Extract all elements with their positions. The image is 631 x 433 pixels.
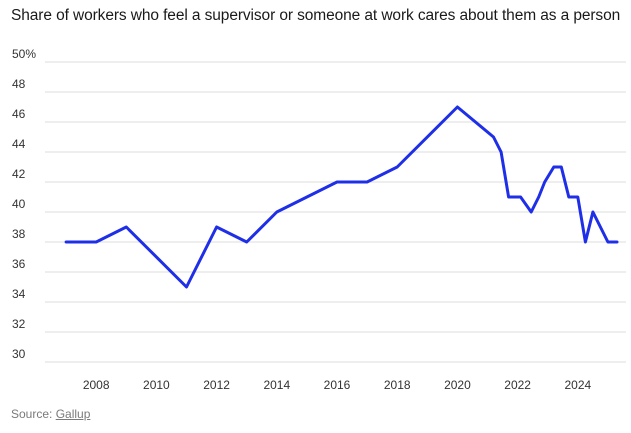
chart-title: Share of workers who feel a supervisor o… <box>11 7 621 24</box>
x-axis-tick-labels: 2008 2010 2012 2014 2016 2018 2020 2022 2024 <box>83 378 592 392</box>
y-axis-tick-labels: 30 32 34 36 38 40 42 44 46 48 50% <box>12 47 36 361</box>
y-tick-label: 38 <box>12 227 26 241</box>
y-tick-label: 36 <box>12 257 26 271</box>
x-tick-label: 2010 <box>143 378 170 392</box>
series-line-0 <box>64 105 619 289</box>
x-tick-label: 2008 <box>83 378 110 392</box>
y-tick-label: 46 <box>12 107 26 121</box>
y-tick-label: 44 <box>12 137 26 151</box>
y-tick-label: 48 <box>12 77 26 91</box>
y-tick-label: 50% <box>12 47 36 61</box>
y-tick-label: 30 <box>12 347 26 361</box>
x-tick-label: 2022 <box>504 378 531 392</box>
y-tick-label: 40 <box>12 197 26 211</box>
y-tick-label: 42 <box>12 167 26 181</box>
y-tick-label: 34 <box>12 287 26 301</box>
source-note: Source: Gallup <box>11 407 90 421</box>
x-tick-label: 2018 <box>384 378 411 392</box>
x-tick-label: 2016 <box>324 378 351 392</box>
x-tick-label: 2020 <box>444 378 471 392</box>
grid-lines <box>45 61 626 363</box>
y-tick-label: 32 <box>12 317 26 331</box>
x-tick-label: 2014 <box>263 378 290 392</box>
x-tick-label: 2012 <box>203 378 230 392</box>
x-tick-label: 2024 <box>564 378 591 392</box>
line-chart: 30 32 34 36 38 40 42 44 46 48 50% 2008 2010 2012 2014… <box>12 47 626 392</box>
source-prefix: Source: <box>11 407 53 421</box>
source-link-gallup[interactable]: Gallup <box>55 407 91 421</box>
series-lines <box>64 105 619 289</box>
